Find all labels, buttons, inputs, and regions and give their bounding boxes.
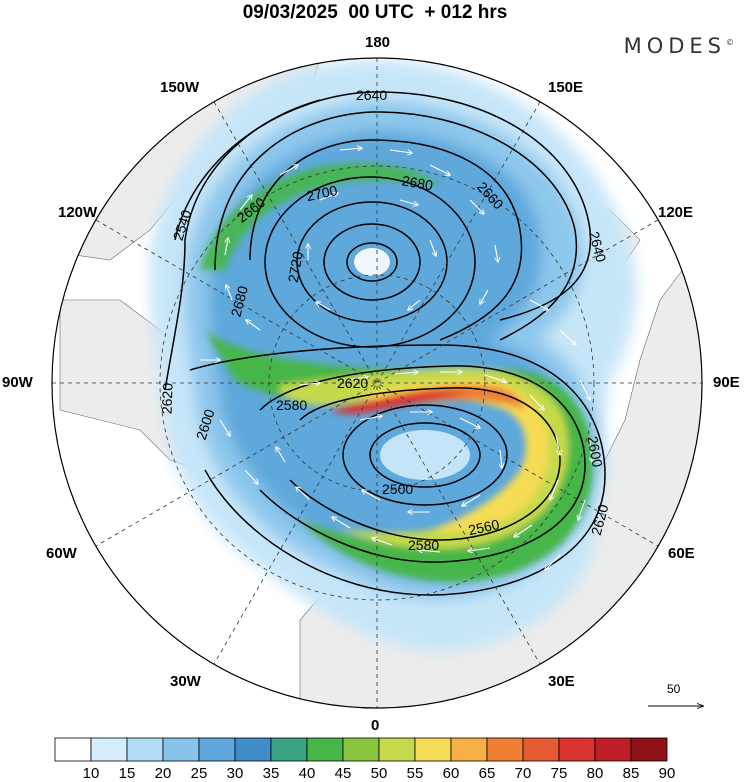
reference-vector: 50: [648, 682, 703, 706]
colorbar-tick-label: 80: [587, 765, 604, 782]
colorbar-cell: [198, 737, 236, 762]
wind-speed-shading: [150, 60, 637, 652]
lon-label-90w: 90W: [2, 374, 33, 391]
brand-logo: MODES©: [624, 34, 734, 58]
contour-label: 2700: [305, 182, 339, 204]
colorbar-cell: [594, 737, 632, 762]
contour-label: 2620: [337, 375, 368, 391]
colorbar-cell: [270, 737, 308, 762]
colorbar-tick-label: 65: [479, 765, 496, 782]
colorbar-tick-label: 85: [623, 765, 640, 782]
contour-label: 2560: [467, 516, 501, 538]
lon-label-0: 0: [371, 717, 380, 734]
colorbar-tick-label: 75: [551, 765, 568, 782]
lon-label-60e: 60E: [668, 545, 695, 562]
lon-label-150e: 150E: [548, 79, 584, 96]
colorbar-tick-label: 55: [407, 765, 424, 782]
colorbar-cell: [162, 737, 200, 762]
colorbar-tick-label: 70: [515, 765, 532, 782]
colorbar-cells: [54, 737, 668, 762]
contour-label: 2680: [228, 284, 252, 318]
contour-label: 2580: [408, 537, 439, 553]
contour-label: 2580: [276, 397, 307, 413]
colorbar-tick-label: 25: [191, 765, 208, 782]
colorbar-tick-label: 40: [299, 765, 316, 782]
lon-label-90e: 90E: [713, 374, 740, 391]
reference-vector-label: 50: [667, 682, 681, 696]
colorbar-cell: [54, 737, 92, 762]
lon-label-30e: 30E: [548, 673, 575, 690]
lon-label-120e: 120E: [658, 204, 694, 221]
brand-text: MODES: [623, 34, 726, 58]
colorbar-ticks: 10 15 20 25 30 35 40 45 50 55 60 65 70 75 80 85 90: [83, 765, 676, 782]
colorbar-tick-label: 10: [83, 765, 100, 782]
contour-label: 2500: [382, 481, 413, 497]
map-border: [51, 57, 703, 709]
contour-label: 2640: [586, 230, 610, 264]
colorbar-tick-label: 45: [335, 765, 352, 782]
lon-label-60w: 60W: [46, 545, 77, 562]
lon-label-150w: 150W: [160, 79, 200, 96]
contour-label: 2600: [585, 435, 606, 469]
contour-label: 2680: [401, 172, 435, 193]
contour-label: 2620: [588, 502, 612, 536]
height-contours: [164, 91, 606, 596]
colorbar-cell: [306, 737, 344, 762]
colorbar-cell: [234, 737, 272, 762]
graticule: [52, 58, 702, 708]
colorbar-tick-label: 35: [263, 765, 280, 782]
contour-label: 2620: [159, 382, 176, 414]
colorbar-cell: [630, 737, 668, 762]
colorbar-cell: [126, 737, 164, 762]
copyright-mark: ©: [726, 38, 734, 47]
colorbar-cell: [414, 737, 452, 762]
lon-label-120w: 120W: [58, 204, 98, 221]
colorbar-tick-label: 15: [119, 765, 136, 782]
colorbar-tick-label: 90: [659, 765, 676, 782]
colorbar-tick-label: 30: [227, 765, 244, 782]
colorbar-cell: [486, 737, 524, 762]
colorbar-tick-label: 60: [443, 765, 460, 782]
colorbar-cell: [522, 737, 560, 762]
lon-label-180: 180: [365, 34, 391, 51]
wind-arrows: [200, 148, 592, 570]
colorbar-cell: [558, 737, 596, 762]
colorbar-cell: [90, 737, 128, 762]
colorbar-cell: [450, 737, 488, 762]
contour-label: 2640: [356, 87, 387, 103]
colorbar-tick-label: 50: [371, 765, 388, 782]
colorbar-tick-label: 20: [155, 765, 172, 782]
contour-label: 2720: [285, 250, 306, 284]
lon-label-30w: 30W: [170, 673, 201, 690]
map-title: 09/03/2025 00 UTC + 012 hrs: [242, 2, 508, 23]
contour-labels: 2640 2660 2700 2680 2660 2540 2720 2680 …: [159, 87, 612, 553]
colorbar-cell: [342, 737, 380, 762]
colorbar-cell: [378, 737, 416, 762]
